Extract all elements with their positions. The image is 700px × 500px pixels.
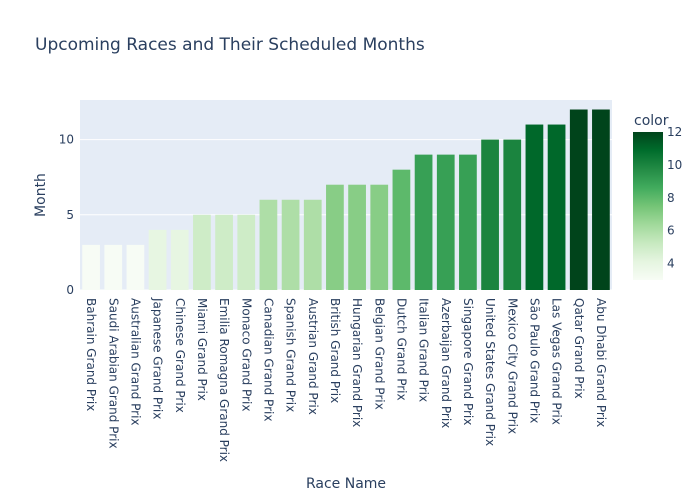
chart-title: Upcoming Races and Their Scheduled Month…	[35, 35, 425, 55]
bar	[592, 109, 610, 291]
colorbar-title: color	[634, 113, 669, 129]
y-tick-label: 5	[66, 208, 74, 222]
x-tick-label: Dutch Grand Prix	[394, 298, 408, 401]
colorbar-tick-label: 4	[667, 257, 675, 271]
y-tick-label: 10	[59, 133, 74, 147]
bar	[348, 184, 366, 290]
colorbar	[633, 132, 663, 280]
bar	[303, 199, 322, 290]
bar	[547, 124, 566, 290]
x-tick-label: Miami Grand Prix	[195, 298, 209, 401]
bar	[259, 199, 278, 290]
x-tick-label: Azerbaijan Grand Prix	[439, 298, 453, 428]
x-tick-label: British Grand Prix	[328, 298, 342, 403]
y-tick-label: 0	[66, 283, 74, 297]
x-tick-label: Chinese Grand Prix	[173, 298, 187, 413]
x-axis-title: Race Name	[306, 476, 386, 492]
bar	[326, 184, 344, 290]
bar	[82, 244, 100, 290]
x-tick-label: Qatar Grand Prix	[572, 298, 586, 399]
colorbar-tick-label: 6	[667, 224, 675, 238]
y-gridlines	[80, 139, 612, 291]
colorbar-ticks: 4 6 8 10 12	[667, 125, 682, 271]
x-tick-label: Abu Dhabi Grand Prix	[594, 298, 608, 427]
x-tick-label: Emilia Romagna Grand Prix	[217, 298, 231, 462]
bar	[370, 184, 389, 290]
bar	[525, 124, 544, 290]
x-tick-label: Saudi Arabian Grand Prix	[106, 298, 120, 449]
x-tick-label: Mexico City Grand Prix	[505, 298, 519, 434]
x-tick-label: São Paulo Grand Prix	[527, 298, 541, 423]
bar	[215, 214, 233, 290]
x-tick-label: Belgian Grand Prix	[372, 298, 386, 410]
x-tick-label: Australian Grand Prix	[128, 298, 142, 426]
bar	[237, 214, 256, 290]
x-tick-label: Japanese Grand Prix	[151, 297, 165, 419]
x-tick-label: Monaco Grand Prix	[239, 298, 253, 411]
bar	[281, 199, 300, 290]
bar	[481, 139, 499, 290]
x-tick-label: Hungarian Grand Prix	[350, 298, 364, 427]
bar	[436, 154, 455, 290]
bar	[459, 154, 477, 290]
bar	[126, 244, 145, 290]
x-tick-label: Singapore Grand Prix	[461, 298, 475, 425]
x-tick-label: United States Grand Prix	[483, 298, 497, 446]
colorbar-tick-label: 8	[667, 191, 675, 205]
x-tick-label: Las Vegas Grand Prix	[550, 298, 564, 425]
y-axis-ticks: 0 5 10	[59, 133, 74, 297]
x-axis-ticks: Bahrain Grand Prix Saudi Arabian Grand Pr…	[84, 297, 608, 462]
bar	[170, 229, 189, 290]
bars-layer	[82, 109, 610, 291]
bar	[392, 169, 411, 290]
bar	[104, 244, 123, 290]
colorbar-tick-label: 12	[667, 125, 682, 139]
colorbar-tick-label: 10	[667, 158, 682, 172]
x-tick-label: Canadian Grand Prix	[261, 298, 275, 421]
x-tick-label: Spanish Grand Prix	[284, 298, 298, 412]
bar	[503, 139, 522, 290]
bar	[148, 229, 167, 290]
x-tick-label: Italian Grand Prix	[417, 298, 431, 402]
bar	[569, 109, 588, 291]
bar	[414, 154, 433, 290]
x-tick-label: Austrian Grand Prix	[306, 298, 320, 415]
bar	[193, 214, 211, 290]
plot-background	[80, 100, 612, 290]
y-axis-title: Month	[33, 173, 49, 217]
x-tick-label: Bahrain Grand Prix	[84, 298, 98, 411]
